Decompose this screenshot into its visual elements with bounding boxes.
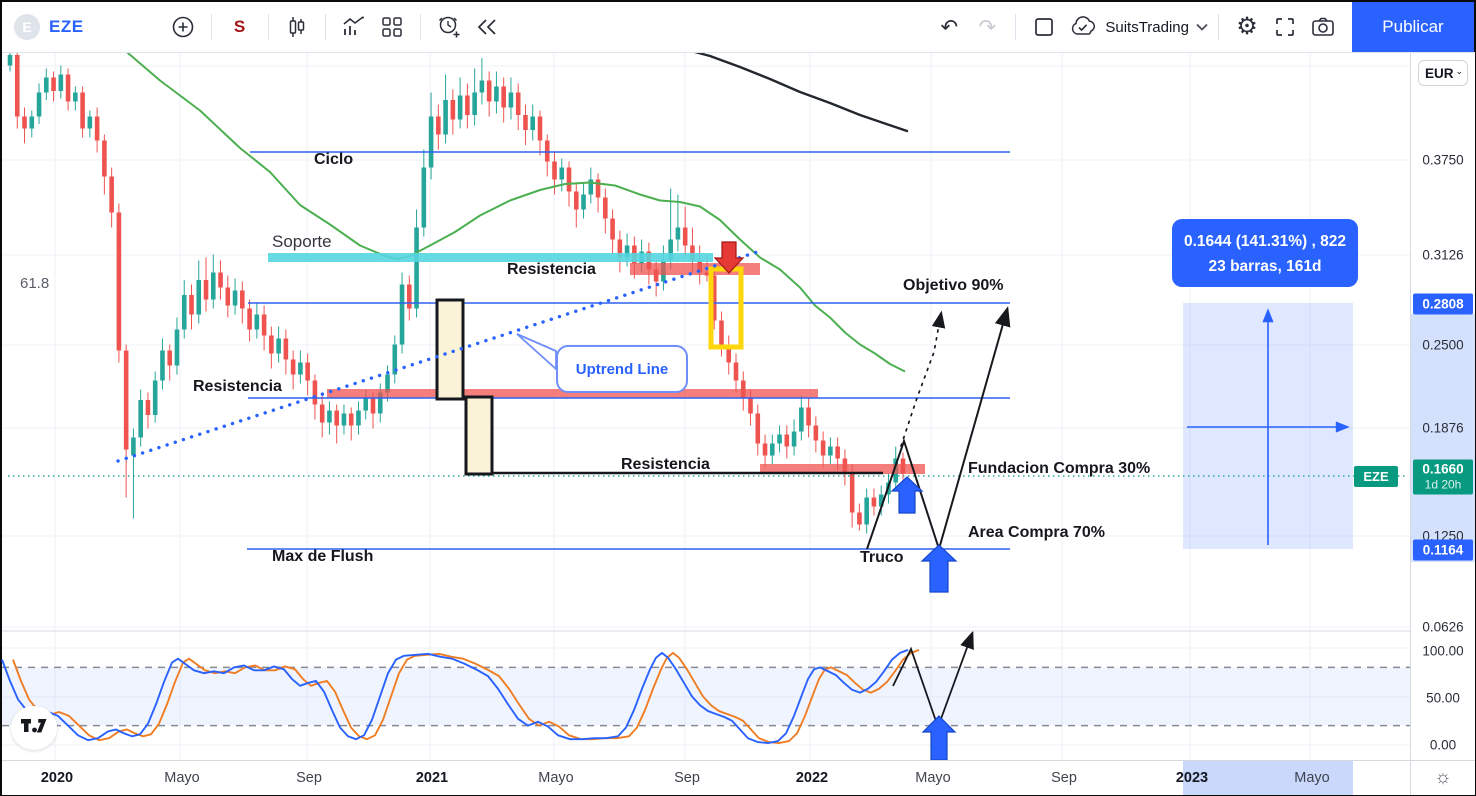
time-tick: Mayo: [164, 770, 200, 786]
publish-button[interactable]: Publicar: [1352, 2, 1474, 52]
plus-circle-icon: [172, 16, 193, 38]
top-toolbar: E EZE S: [2, 2, 1474, 53]
time-axis[interactable]: 2020 Mayo Sep 2021 Mayo Sep 2022 Mayo Sep 2023 May…: [2, 760, 1410, 795]
time-tick: Mayo: [538, 770, 574, 786]
chart-style-button[interactable]: [278, 8, 316, 46]
time-axis-selection-highlight: [1183, 761, 1353, 795]
drawing-label[interactable]: Area Compra 70%: [968, 524, 1105, 541]
price-tick: 0.00: [1429, 737, 1457, 753]
rewind-icon: [477, 19, 496, 35]
currency-label: EUR: [1425, 65, 1454, 81]
time-tick: 2022: [795, 770, 829, 786]
price-tick: 0.0626: [1422, 619, 1464, 635]
price-tick: 100.00: [1422, 643, 1464, 659]
undo-button[interactable]: ↶: [930, 8, 968, 46]
time-tick: 2023: [1175, 770, 1209, 786]
candlestick-icon: [289, 17, 304, 37]
drawing-label[interactable]: Ciclo: [314, 151, 354, 168]
toolbar-separator: [1218, 14, 1219, 40]
time-tick: Sep: [674, 770, 700, 786]
time-tick: Sep: [296, 770, 322, 786]
drawing-label[interactable]: 61.8: [20, 275, 50, 292]
time-tick: Sep: [1051, 770, 1077, 786]
price-tick: 0.1876: [1422, 420, 1464, 436]
measure-tooltip: 0.1644 (141.31%) , 822 23 barras, 161d: [1172, 219, 1358, 287]
toolbar-separator: [1015, 14, 1017, 40]
toolbar-separator: [324, 14, 326, 40]
drawing-label[interactable]: Objetivo 90%: [903, 277, 1004, 294]
price-axis[interactable]: EUR 0.3750 0.3126 0.2500 0.1876 0.1250 0.0626…: [1410, 52, 1475, 760]
chevron-down-icon[interactable]: [1195, 22, 1209, 32]
indicators-icon: [343, 16, 364, 35]
price-badge: 0.2808: [1413, 293, 1473, 315]
chevron-down-icon: [1456, 71, 1461, 75]
drawing-label[interactable]: Resistencia: [507, 261, 596, 278]
tradingview-logo[interactable]: [11, 706, 57, 750]
price-axis-selection-highlight: [1411, 314, 1475, 562]
grid-icon: [381, 17, 402, 37]
layout-square-icon: [1035, 18, 1054, 36]
replay-button[interactable]: [468, 8, 506, 46]
uptrend-callout-text: Uptrend Line: [575, 360, 669, 378]
time-tick: 2021: [415, 770, 449, 786]
fullscreen-icon: [1276, 18, 1294, 36]
price-badge: 0.1164: [1413, 539, 1473, 561]
time-tick: Mayo: [1294, 770, 1330, 786]
alert-button[interactable]: [430, 8, 468, 46]
drawing-label[interactable]: Resistencia: [621, 456, 710, 473]
toolbar-separator: [210, 14, 212, 40]
time-tick: 2020: [40, 770, 74, 786]
symbol-logo[interactable]: E: [14, 14, 40, 40]
currency-selector[interactable]: EUR: [1418, 60, 1468, 86]
toolbar-separator: [267, 14, 269, 40]
price-tick: 50.00: [1426, 690, 1460, 706]
uptrend-callout[interactable]: Uptrend Line: [556, 345, 688, 393]
measure-tooltip-line2: 23 barras, 161d: [1208, 258, 1322, 275]
time-tick: Mayo: [915, 770, 951, 786]
drawing-label[interactable]: Resistencia: [193, 378, 282, 395]
gear-icon: ⚙: [1236, 13, 1258, 40]
compare-add-button[interactable]: [164, 8, 202, 46]
settings-button[interactable]: ⚙: [1228, 8, 1266, 46]
timeframe-button[interactable]: S: [221, 8, 259, 46]
screenshot-button[interactable]: [1304, 8, 1342, 46]
price-line-symbol-tag: EZE: [1354, 466, 1398, 487]
toolbar-separator: [419, 14, 421, 40]
symbol-button[interactable]: EZE: [49, 17, 84, 36]
drawing-label[interactable]: Fundacion Compra 30%: [968, 460, 1151, 477]
alarm-plus-icon: [438, 16, 460, 38]
tradingview-logo-icon: [21, 719, 47, 733]
drawing-label[interactable]: Max de Flush: [272, 548, 374, 565]
account-name[interactable]: SuitsTrading: [1105, 18, 1189, 36]
price-tick: 0.3126: [1422, 247, 1464, 263]
sun-icon: ☼: [1434, 767, 1452, 788]
redo-button[interactable]: ↷: [968, 8, 1006, 46]
current-price-badge: 0.1660 1d 20h: [1413, 459, 1473, 495]
drawing-label[interactable]: Truco: [860, 549, 904, 566]
templates-button[interactable]: [373, 8, 411, 46]
layout-button[interactable]: [1025, 8, 1063, 46]
cloud-check-icon: [1072, 16, 1096, 35]
price-tick: 0.2500: [1422, 337, 1464, 353]
price-tick: 0.3750: [1422, 152, 1464, 168]
drawing-label[interactable]: Soporte: [272, 232, 332, 251]
fullscreen-button[interactable]: [1266, 8, 1304, 46]
camera-icon: [1312, 17, 1334, 36]
measure-tooltip-line1: 0.1644 (141.31%) , 822: [1183, 233, 1346, 250]
indicators-button[interactable]: [335, 8, 373, 46]
cloud-save-button[interactable]: [1063, 8, 1101, 46]
theme-toggle-button[interactable]: ☼: [1410, 760, 1475, 795]
